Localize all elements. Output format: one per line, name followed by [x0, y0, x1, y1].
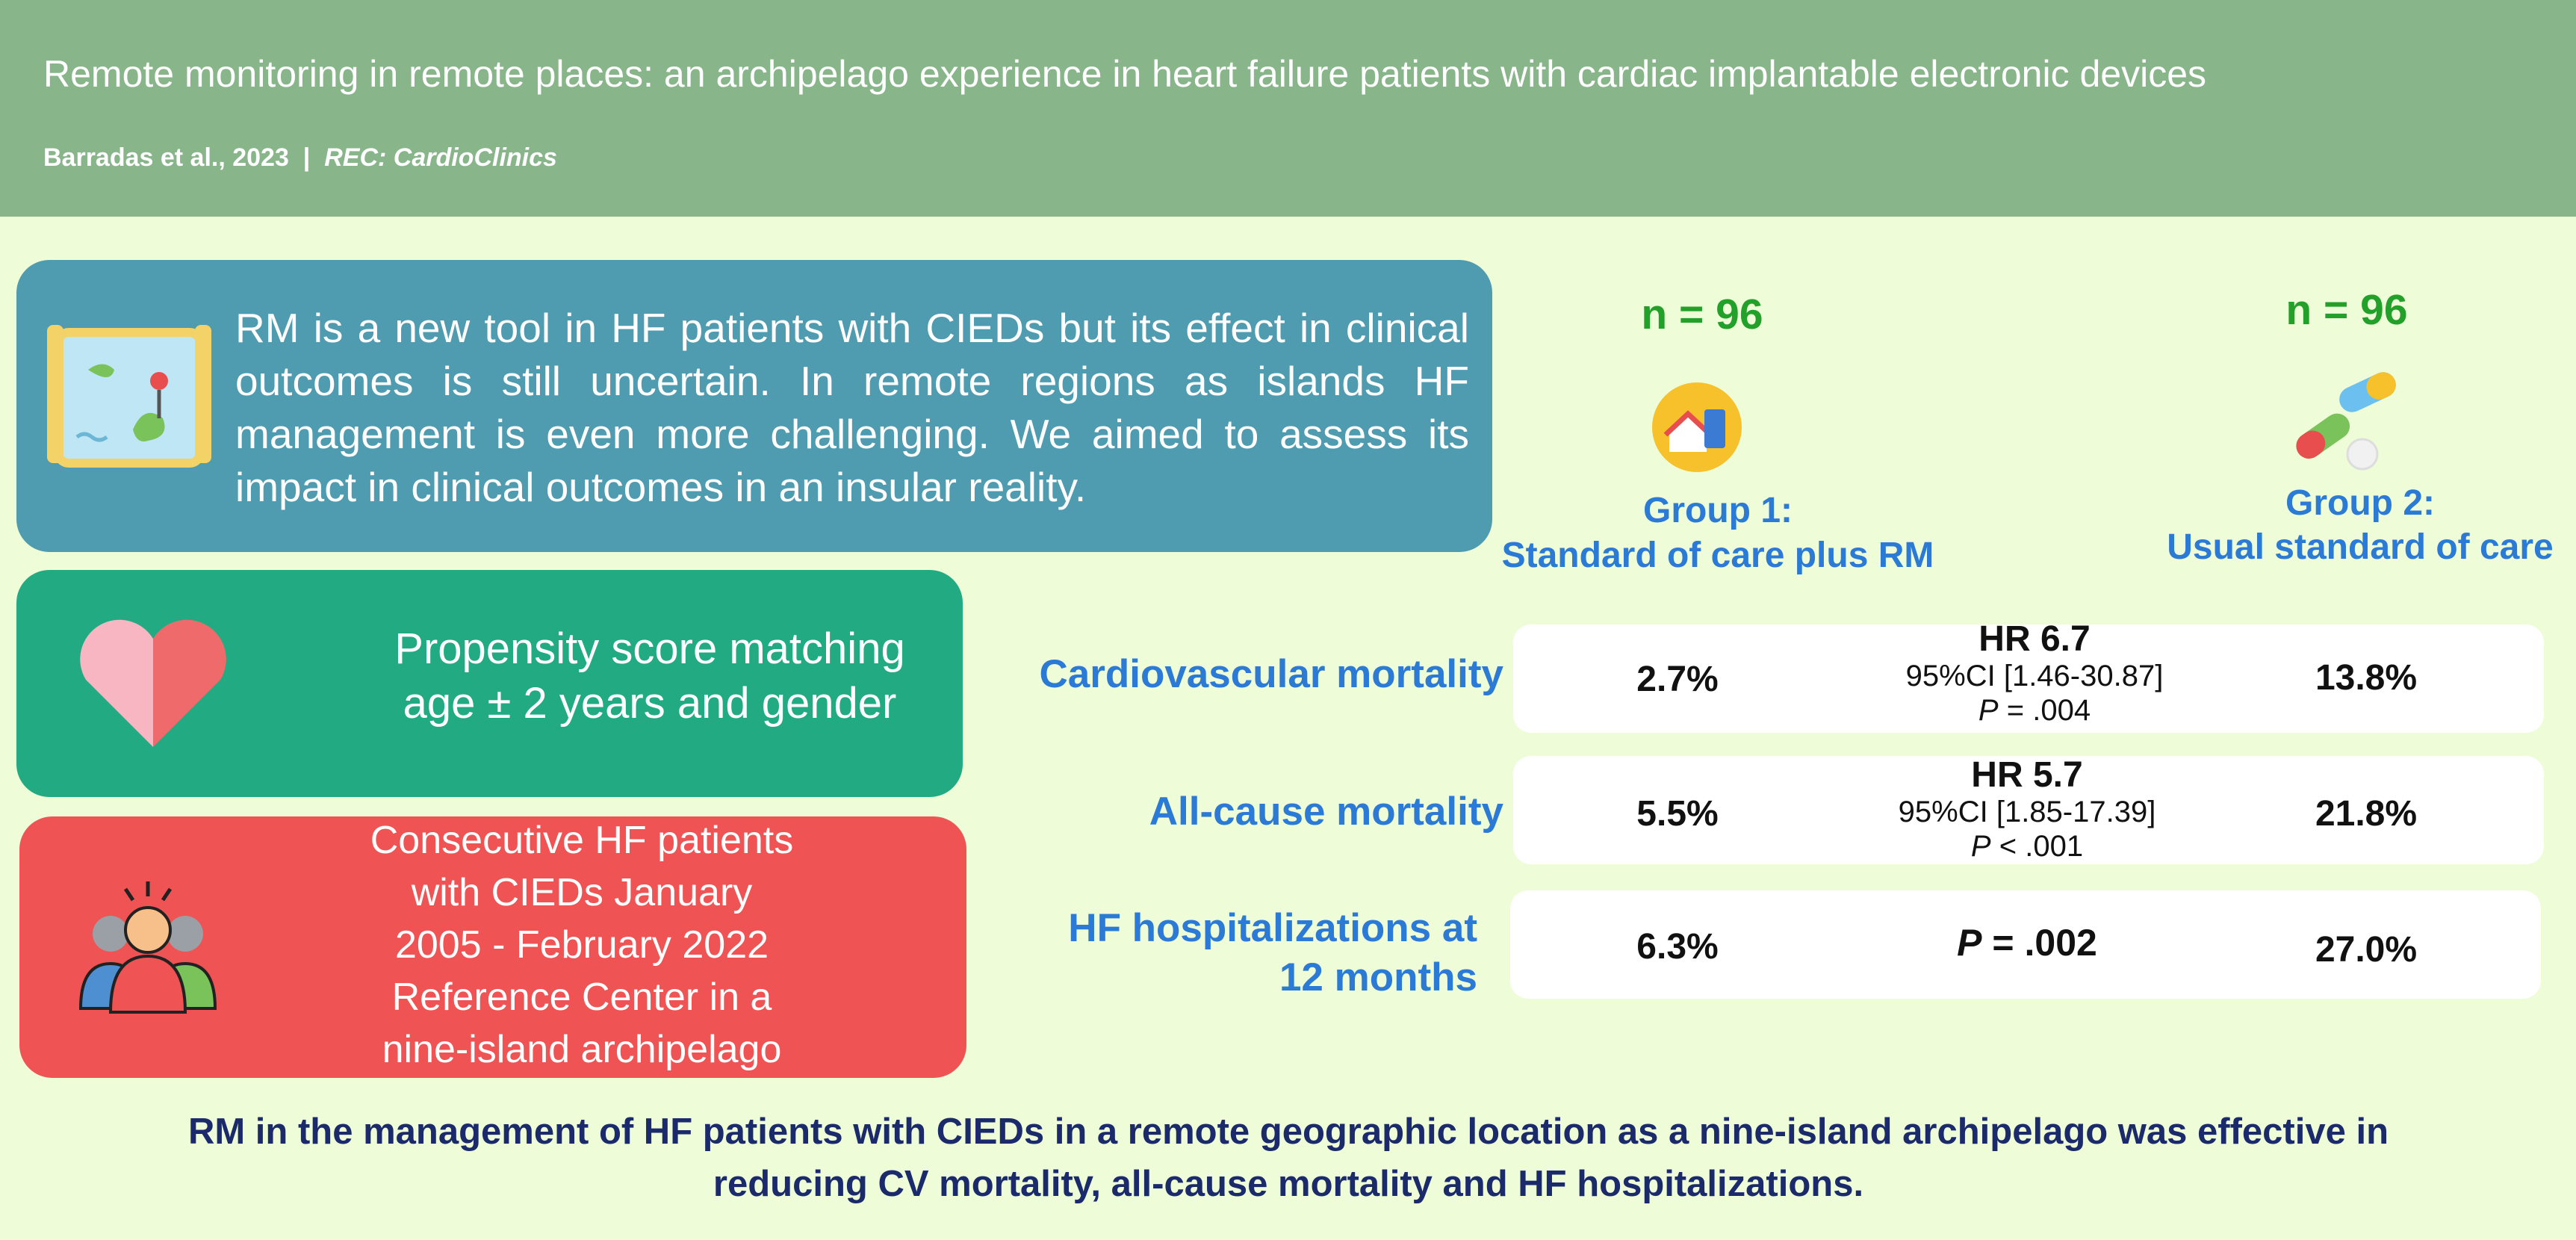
text-line: Consecutive HF patients	[370, 819, 794, 862]
group-heading: Group 1:	[1643, 491, 1793, 530]
background-box	[16, 260, 1492, 552]
outcome-label: All-cause mortality	[1149, 790, 1503, 834]
p-text: = .004	[2006, 694, 2091, 727]
hr: HR 5.7	[1971, 755, 2083, 795]
population-text: Consecutive HF patients with CIEDs Janua…	[283, 814, 881, 1076]
group-size: n = 96	[1641, 291, 1763, 338]
outcome-row	[1513, 624, 2544, 733]
group-name: Usual standard of care	[2167, 527, 2554, 567]
text-line: 2005 - February 2022	[394, 923, 769, 967]
group1-value: 5.5%	[1636, 794, 1719, 834]
background-text: RM is a new tool in HF patients with CIE…	[235, 305, 1469, 510]
journal: REC: CardioClinics	[324, 143, 557, 172]
group-heading: Group 2:	[2285, 483, 2435, 523]
heart-icon	[80, 619, 226, 747]
header	[0, 0, 2576, 217]
hazard-ratio: HR 6.7 95%CI [1.46-30.87] P = .004	[1825, 620, 2244, 728]
text-line: nine-island archipelago	[382, 1028, 782, 1071]
title: Remote monitoring in remote places: an a…	[43, 53, 2206, 95]
people-icon	[78, 881, 217, 1014]
p-text: < .001	[1999, 830, 2084, 863]
group-label: Group 1: Standard of care plus RM	[1419, 489, 2017, 578]
separator: |	[302, 143, 311, 172]
map-icon	[47, 325, 211, 468]
home-icon	[1652, 382, 1742, 472]
group1-value: 2.7%	[1636, 660, 1719, 699]
p-symbol: P	[1970, 830, 1991, 863]
group-name: Standard of care plus RM	[1501, 536, 1934, 575]
ci: 95%CI [1.46-30.87]	[1905, 660, 2164, 692]
hazard-ratio: HR 5.7 95%CI [1.85-17.39] P < .001	[1818, 756, 2236, 864]
group2-value: 13.8%	[2315, 658, 2418, 698]
outcome-label: HF hospitalizations at 12 months	[1068, 906, 1477, 999]
p-value: P = .002	[1818, 923, 2236, 962]
p-value: P < .001	[1818, 829, 2236, 864]
outcome-row	[1510, 890, 2541, 999]
group2-value: 27.0%	[2315, 930, 2418, 970]
text-line: with CIEDs January	[411, 871, 753, 914]
text-line: Reference Center in a	[391, 976, 772, 1019]
p-symbol: P	[1957, 922, 1982, 964]
text-line: Propensity score matching	[394, 624, 905, 673]
pills-icon	[2296, 372, 2396, 471]
ci: 95%CI [1.85-17.39]	[1898, 796, 2156, 828]
p-value: P = .004	[1825, 693, 2244, 728]
outcome-label: Cardiovascular mortality	[1039, 652, 1503, 696]
p-symbol: P	[1978, 694, 1999, 727]
group-size: n = 96	[2285, 286, 2408, 334]
group-label: Group 2: Usual standard of care	[2166, 480, 2554, 568]
hr: HR 6.7	[1978, 619, 2091, 659]
text-line: age ± 2 years and gender	[403, 679, 897, 728]
authors: Barradas et al., 2023	[43, 143, 289, 172]
citation: Barradas et al., 2023 | REC: CardioClini…	[43, 143, 557, 173]
outcome-row	[1513, 756, 2544, 864]
group2-value: 21.8%	[2315, 794, 2418, 834]
p-text: = .002	[1992, 922, 2097, 964]
matching-text: Propensity score matching age ± 2 years …	[329, 621, 971, 731]
group1-value: 6.3%	[1636, 927, 1719, 967]
conclusion: RM in the management of HF patients with…	[187, 1112, 2389, 1204]
